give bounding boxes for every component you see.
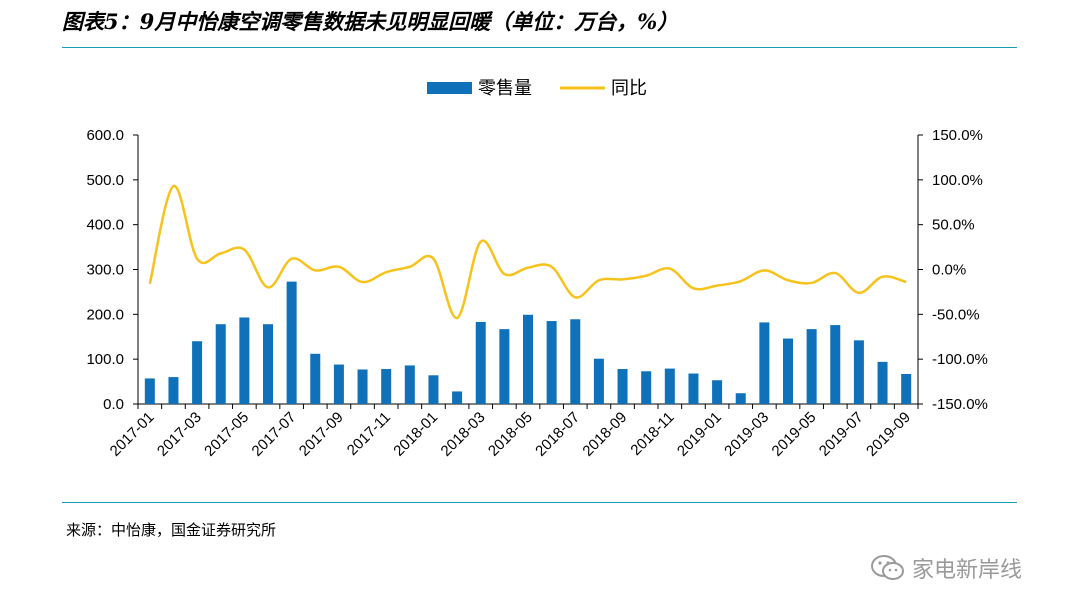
bar-retail-volume — [901, 373, 912, 404]
bar-retail-volume — [806, 329, 817, 404]
y-left-tick-label: 0.0 — [103, 396, 124, 413]
x-tick-label: 2019-05 — [769, 409, 820, 460]
y-right-tick-label: 150.0% — [932, 127, 983, 144]
x-tick-label: 2017-11 — [344, 409, 394, 459]
bar-retail-volume — [735, 393, 746, 404]
bar-retail-volume — [192, 341, 203, 404]
y-left-tick-label: 600.0 — [86, 127, 124, 144]
x-tick-label: 2018-05 — [485, 409, 536, 460]
bar-retail-volume — [570, 319, 581, 404]
line-yoy — [148, 184, 907, 320]
bar-retail-volume — [357, 369, 368, 404]
x-tick-label: 2017-01 — [107, 409, 158, 460]
y-right-tick-label: -50.0% — [932, 306, 980, 323]
bar-retail-volume — [215, 324, 226, 404]
y-right-tick-label: -150.0% — [932, 396, 988, 413]
bar-retail-volume — [617, 369, 628, 404]
y-left-tick-label: 300.0 — [86, 262, 124, 279]
bar-retail-volume — [428, 375, 439, 404]
y-right-tick-label: 50.0% — [932, 217, 975, 234]
y-right-tick-label: 0.0% — [932, 262, 966, 279]
combo-chart: 零售量 同比 0.0 100.0 200.0 300.0 400.0 500.0 600.0… — [86, 78, 988, 460]
bar-retail-volume — [783, 338, 793, 404]
legend-label-line: 同比 — [611, 78, 647, 99]
bar-retail-volume — [144, 378, 155, 404]
y-left-tick-label: 400.0 — [86, 217, 124, 234]
y-right-tick-label: -100.0% — [932, 351, 988, 368]
bar-retail-volume — [263, 324, 273, 404]
bar-retail-volume — [404, 365, 415, 404]
x-tick-label: 2017-09 — [296, 409, 347, 460]
bar-retail-volume — [475, 321, 486, 404]
x-tick-label: 2017-07 — [249, 409, 300, 460]
x-tick-label: 2019-03 — [721, 409, 772, 460]
y-left-tick-label: 100.0 — [86, 351, 124, 368]
bar-retail-volume — [830, 325, 841, 404]
bar-retail-volume — [286, 281, 297, 404]
source-note: 来源：中怡康，国金证券研究所 — [66, 521, 277, 539]
x-tick-label: 2018-07 — [532, 409, 583, 460]
x-tick-label: 2019-01 — [674, 409, 725, 460]
y-left-tick-label: 500.0 — [86, 172, 124, 189]
wechat-icon — [871, 555, 904, 580]
bar-retail-volume — [641, 371, 652, 404]
x-tick-label: 2017-03 — [154, 409, 205, 460]
chart-title: 图表5：9月中怡康空调零售数据未见明显回暖（单位：万台，%） — [62, 9, 679, 34]
bar-retail-volume — [452, 391, 463, 404]
bar-retail-volume — [381, 369, 392, 404]
footer-rule — [62, 502, 1017, 503]
bar-retail-volume — [499, 329, 510, 404]
watermark: 家电新岸线 — [870, 552, 1022, 584]
bar-retail-volume — [546, 321, 557, 404]
bar-retail-volume — [168, 377, 179, 404]
bar-retail-volume — [853, 340, 864, 404]
bar-retail-volume — [239, 317, 250, 404]
x-tick-label: 2018-11 — [627, 409, 677, 459]
legend: 零售量 同比 — [427, 78, 647, 99]
x-tick-label: 2019-07 — [816, 409, 867, 460]
y-right-tick-label: 100.0% — [932, 172, 983, 189]
x-tick-label: 2019-09 — [863, 409, 914, 460]
x-tick-label: 2018-03 — [438, 409, 489, 460]
title-rule — [62, 47, 1017, 48]
bar-retail-volume — [712, 380, 723, 404]
bar-retail-volume — [333, 364, 344, 404]
x-tick-label: 2018-09 — [579, 409, 630, 460]
bar-retail-volume — [759, 322, 770, 404]
x-tick-label: 2018-01 — [390, 409, 441, 460]
legend-label-bar: 零售量 — [478, 78, 532, 99]
legend-swatch-bar — [427, 82, 472, 94]
bar-retail-volume — [523, 314, 533, 404]
bar-retail-volume — [877, 361, 888, 404]
bar-retail-volume — [688, 373, 699, 404]
y-left-tick-label: 200.0 — [86, 306, 124, 323]
x-tick-label: 2017-05 — [201, 409, 252, 460]
bar-retail-volume — [593, 358, 604, 404]
bar-retail-volume — [664, 368, 675, 404]
watermark-text: 家电新岸线 — [912, 558, 1023, 583]
bar-retail-volume — [310, 353, 321, 404]
